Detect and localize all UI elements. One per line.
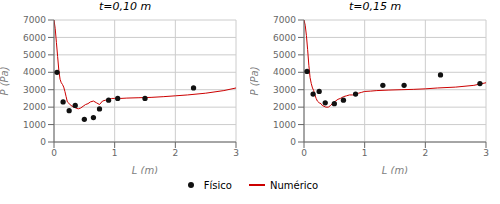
svg-text:2: 2 — [172, 148, 178, 158]
svg-text:5000: 5000 — [23, 50, 46, 60]
svg-text:P (Pa): P (Pa) — [250, 66, 260, 95]
svg-text:7000: 7000 — [23, 15, 46, 25]
svg-text:L (m): L (m) — [132, 165, 158, 174]
svg-text:2000: 2000 — [23, 102, 46, 112]
svg-text:1: 1 — [362, 148, 368, 158]
svg-text:1: 1 — [112, 148, 118, 158]
svg-text:5000: 5000 — [273, 50, 296, 60]
svg-text:L (m): L (m) — [382, 165, 408, 174]
svg-text:3000: 3000 — [23, 85, 46, 95]
svg-text:1000: 1000 — [23, 120, 46, 130]
svg-text:4000: 4000 — [23, 67, 46, 77]
svg-text:3: 3 — [483, 148, 489, 158]
svg-text:0: 0 — [51, 148, 57, 158]
html-text:Físico: Físico — [203, 179, 232, 191]
html-text:t=0,10 m: t=0,10 m — [98, 0, 152, 13]
html-text:t=0,15 m: t=0,15 m — [348, 0, 402, 13]
svg-text:3: 3 — [233, 148, 239, 158]
svg-text:3000: 3000 — [273, 85, 296, 95]
svg-text:6000: 6000 — [23, 33, 46, 43]
svg-text:0: 0 — [40, 137, 46, 147]
svg-text:P (Pa): P (Pa) — [8, 66, 10, 95]
svg-text:6000: 6000 — [273, 33, 296, 43]
svg-text:1000: 1000 — [273, 120, 296, 130]
svg-text:4000: 4000 — [273, 67, 296, 77]
svg-text:2: 2 — [422, 148, 428, 158]
svg-text:2000: 2000 — [273, 102, 296, 112]
svg-text:0: 0 — [290, 137, 296, 147]
svg-text:0: 0 — [301, 148, 307, 158]
html-text:Numérico: Numérico — [270, 179, 319, 191]
svg-text:7000: 7000 — [273, 15, 296, 25]
